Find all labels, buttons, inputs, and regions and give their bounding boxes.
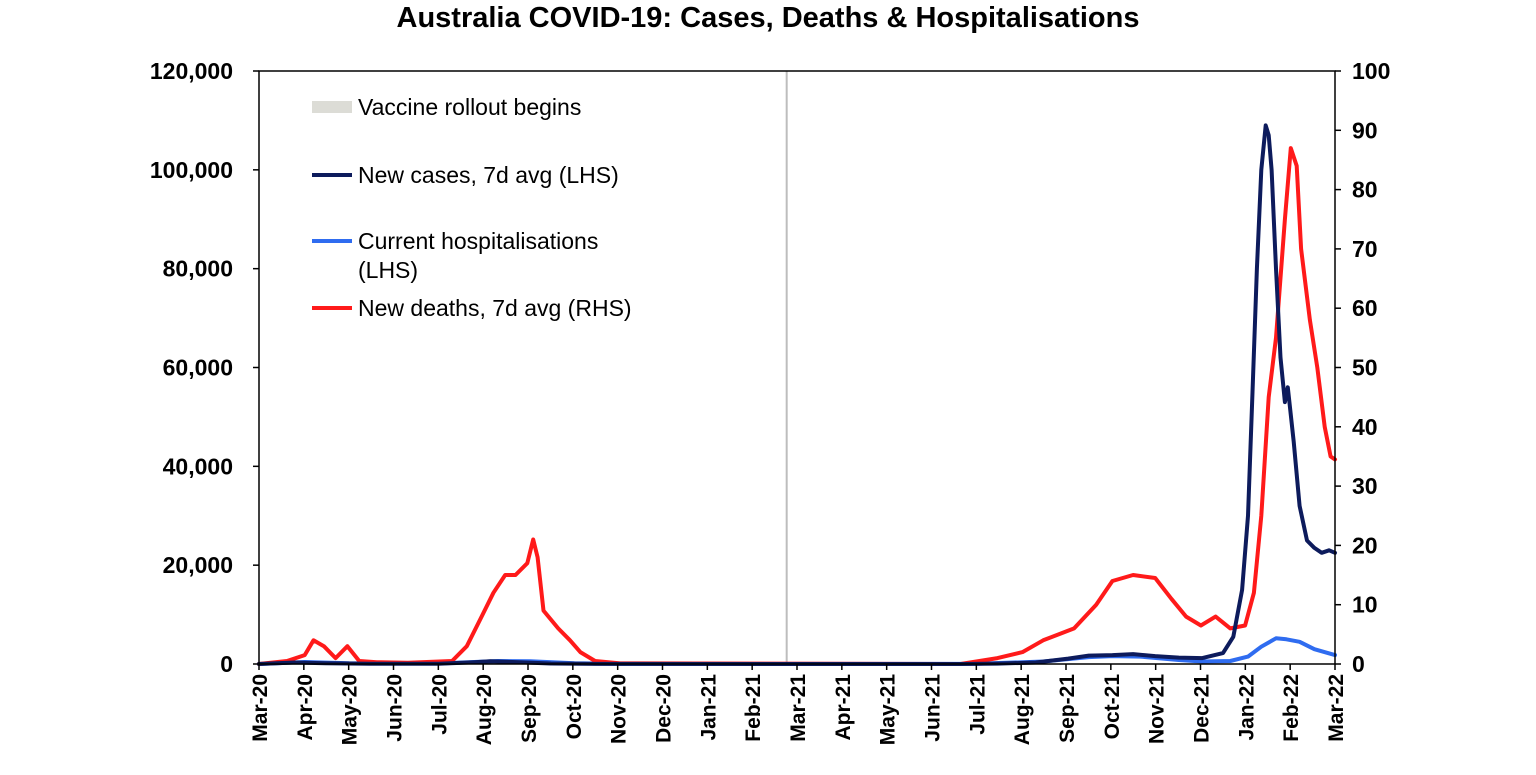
y-right-tick-label: 100 [1352, 58, 1390, 84]
x-tick-label: Aug-20 [473, 674, 496, 745]
x-tick-label: Sep-20 [518, 674, 541, 743]
x-tick-label: Jun-21 [922, 674, 945, 742]
legend: Vaccine rollout begins New cases, 7d avg … [312, 94, 632, 321]
x-tick-label: Feb-21 [742, 674, 765, 742]
series-line-new-deaths [257, 146, 1337, 666]
legend-label-hospitalisations: Current hospitalisations [358, 228, 598, 254]
x-tick-label: Oct-21 [1101, 674, 1124, 740]
x-tick-label: Jun-20 [384, 674, 407, 742]
x-tick-label: Sep-21 [1056, 674, 1079, 743]
legend-label-hospitalisations-line2: (LHS) [358, 257, 418, 283]
x-tick-label: Dec-20 [653, 674, 676, 743]
y-left-tick-label: 100,000 [150, 157, 233, 183]
x-tick-label: Jul-20 [428, 674, 451, 735]
x-tick-label: Nov-20 [608, 674, 631, 744]
y-right-tick-label: 0 [1352, 651, 1365, 677]
x-tick-label: Nov-21 [1146, 674, 1169, 744]
y-left-tick-label: 40,000 [163, 453, 233, 479]
y-right-tick-label: 20 [1352, 532, 1378, 558]
x-tick-label: May-21 [877, 674, 900, 746]
x-tick-label: Mar-22 [1325, 674, 1348, 742]
x-tick-label: Jan-21 [697, 674, 720, 741]
y-right-tick-label: 30 [1352, 473, 1378, 499]
legend-label-new-cases: New cases, 7d avg (LHS) [358, 162, 619, 188]
x-tick-label: Aug-21 [1011, 674, 1034, 745]
chart-title: Australia COVID-19: Cases, Deaths & Hosp… [396, 2, 1140, 34]
x-tick-label: Jul-21 [966, 674, 989, 735]
y-left-tick-label: 0 [220, 651, 233, 677]
y-right-tick-label: 60 [1352, 295, 1378, 321]
y-right-tick-label: 90 [1352, 117, 1378, 143]
x-tick-label: Dec-21 [1191, 674, 1214, 743]
series-line-hospitalisations [257, 636, 1337, 666]
x-tick-label: Jan-22 [1235, 674, 1258, 741]
x-tick-label: Mar-21 [787, 674, 810, 742]
x-tick-label: Mar-20 [249, 674, 272, 742]
y-right-tick-label: 50 [1352, 355, 1378, 381]
x-tick-label: Apr-21 [832, 674, 855, 741]
plot-frame [258, 70, 1336, 665]
plot-area [257, 71, 1337, 666]
legend-swatch-vaccine [312, 101, 352, 113]
y-left-tick-label: 60,000 [163, 355, 233, 381]
axes: 0 20,000 40,000 60,000 80,000 100,000 120,000 0… [150, 58, 1391, 745]
x-tick-label: Feb-22 [1280, 674, 1303, 742]
y-left-tick-label: 20,000 [163, 552, 233, 578]
legend-label-new-deaths: New deaths, 7d avg (RHS) [358, 295, 632, 321]
legend-label-vaccine: Vaccine rollout begins [358, 94, 581, 120]
y-right-tick-label: 40 [1352, 414, 1378, 440]
x-tick-label: May-20 [339, 674, 362, 745]
y-left-tick-label: 120,000 [150, 58, 233, 84]
y-right-tick-label: 80 [1352, 177, 1378, 203]
y-right-tick-label: 70 [1352, 236, 1378, 262]
series-line-new-cases [257, 123, 1337, 666]
x-tick-label: Oct-20 [563, 674, 586, 739]
y-left-tick-label: 80,000 [163, 256, 233, 282]
x-tick-label: Apr-20 [294, 674, 317, 741]
y-right-tick-label: 10 [1352, 592, 1378, 618]
